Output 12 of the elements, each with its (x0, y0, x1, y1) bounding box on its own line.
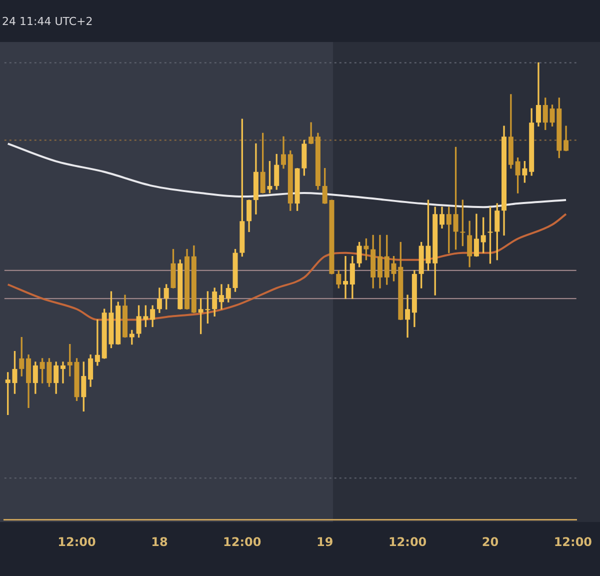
x-tick-label: 18 (151, 534, 168, 549)
x-tick-label: 20 (482, 534, 499, 549)
candlestick (94, 319, 100, 366)
candlestick (60, 362, 66, 384)
x-tick-label: 19 (316, 534, 334, 549)
x-tick-label: 12:00 (554, 534, 592, 549)
x-tick-label: 12:00 (58, 534, 96, 549)
candlestick (405, 294, 410, 338)
x-tick-label: 12:00 (223, 534, 262, 549)
candlestick (343, 256, 348, 299)
x-tick-label: 12:00 (388, 534, 427, 549)
text: 24 11:44 UTC+2 (2, 14, 93, 28)
